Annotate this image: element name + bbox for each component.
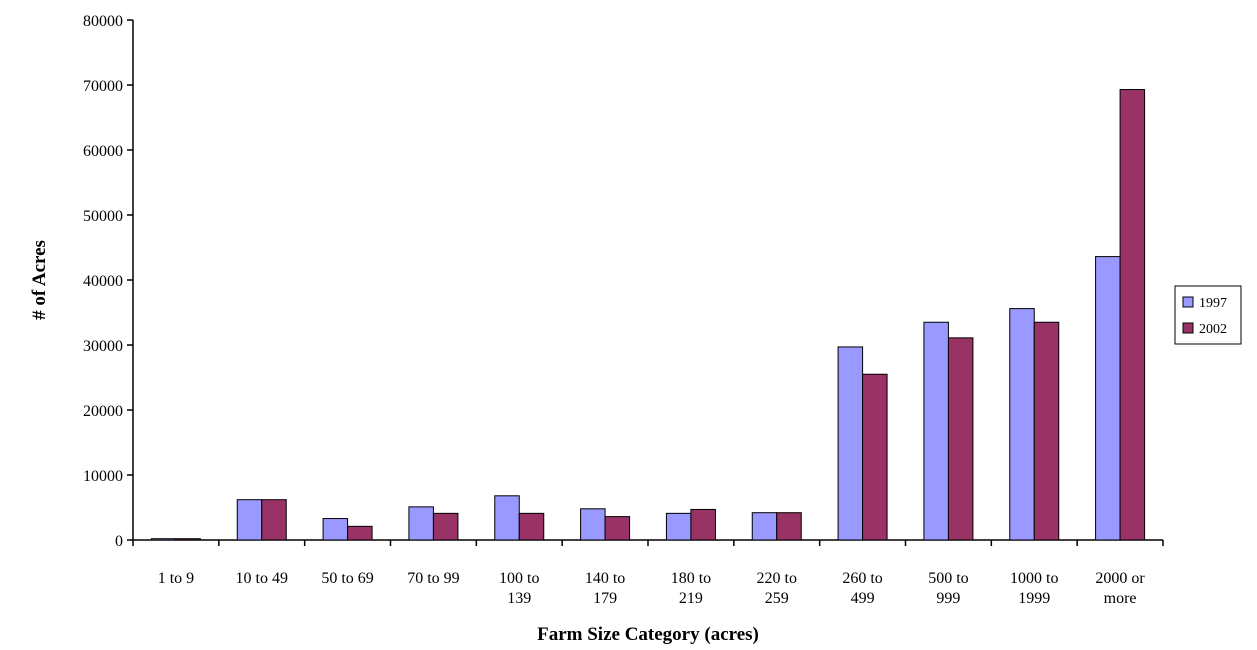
y-tick-label: 10000 [83,468,123,485]
x-tick-label: 499 [851,590,875,607]
legend: 1997 2002 [1174,285,1242,345]
x-tick-label: 259 [765,590,789,607]
bar-1997-3 [408,506,434,541]
x-tick-label: 260 to [842,570,882,587]
x-tick-label: 10 to 49 [236,570,288,587]
x-axis-title: Farm Size Category (acres) [537,624,759,645]
y-tick-label: 0 [115,533,123,550]
y-tick-label: 80000 [83,13,123,30]
legend-label-1997: 1997 [1199,296,1227,311]
bar-1997-1 [236,499,263,541]
bars [150,89,1146,541]
x-tick-label: 219 [679,590,703,607]
bar-2002-6 [690,508,716,541]
bar-1997-8 [837,346,864,541]
x-tick-label: 220 to [757,570,797,587]
y-tick-label: 70000 [83,78,123,95]
x-tick-label: 139 [507,590,531,607]
bar-2002-2 [347,525,373,541]
x-tick-label: 100 to [499,570,539,587]
bar-1997-6 [665,512,692,541]
bar-1997-0 [150,538,177,541]
bar-1997-4 [494,495,520,541]
x-tick-label: 1000 to [1010,570,1058,587]
y-tick-label: 30000 [83,338,123,355]
legend-swatch-2002 [1182,322,1194,334]
x-tick-label: 50 to 69 [321,570,373,587]
bar-1997-11 [1095,256,1121,541]
x-tick-label: more [1104,590,1137,607]
y-axis-title: # of Acres [29,240,50,320]
bar-2002-11 [1119,89,1146,541]
bar-2002-5 [604,516,631,541]
bar-1997-5 [580,508,606,541]
y-tick-label: 60000 [83,143,123,160]
bar-1997-9 [923,321,949,541]
x-tick-label: 180 to [671,570,711,587]
y-axis: 0 10000 20000 30000 40000 50000 60000 70000 8000… [83,13,134,550]
bar-2002-3 [432,512,459,541]
x-tick-label: 999 [936,590,960,607]
x-tick-label: 2000 or [1095,570,1145,587]
bar-2002-4 [518,512,545,541]
x-tick-label: 1999 [1018,590,1050,607]
x-tick-label: 140 to [585,570,625,587]
bar-1997-7 [751,512,778,541]
x-tick-label: 70 to 99 [407,570,459,587]
bar-1997-10 [1009,308,1035,541]
bar-2002-9 [947,337,974,541]
x-tick-label: 500 to [928,570,968,587]
y-tick-label: 40000 [83,273,123,290]
y-tick-label: 50000 [83,208,123,225]
bar-2002-1 [261,499,287,541]
x-tick-label: 179 [593,590,617,607]
bar-1997-2 [322,518,349,541]
bar-2002-0 [175,538,201,541]
bar-2002-7 [776,512,802,541]
x-tick-label: 1 to 9 [158,570,194,587]
y-tick-label: 20000 [83,403,123,420]
legend-swatch-1997 [1182,296,1194,308]
bar-2002-10 [1033,321,1060,541]
bar-2002-8 [862,373,888,541]
legend-border [1174,285,1242,345]
legend-label-2002: 2002 [1199,322,1227,337]
x-axis: 1 to 9 10 to 49 50 to 69 70 to 99 100 to 139 1… [132,539,1164,607]
